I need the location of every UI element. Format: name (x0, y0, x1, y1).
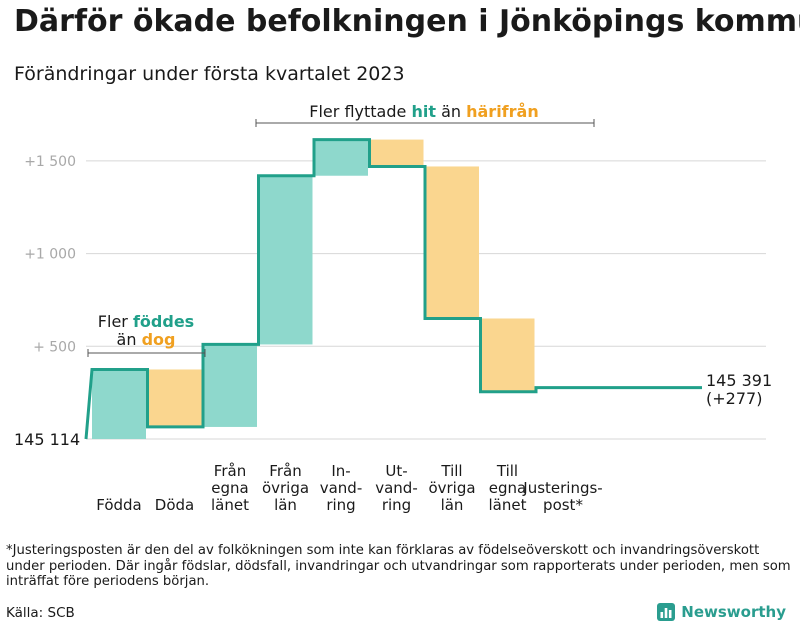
source-label: Källa: SCB (6, 605, 75, 621)
annotation-text: Fler flyttade (309, 102, 406, 121)
x-axis-label: Från (214, 462, 246, 480)
chart-subtitle: Förändringar under första kvartalet 2023 (14, 63, 405, 85)
footnote: *Justeringsposten är den del av folkökni… (6, 543, 791, 589)
bar-chart-logo-icon (657, 603, 676, 621)
labels: Födda DödaFrånegnalänetFrånövrigalänIn-va… (96, 462, 602, 514)
start-value-label: 145 114 (14, 430, 80, 449)
x-axis-label: Justerings- (522, 479, 602, 497)
chart-title: Därför ökade befolkningen i Jönköpings k… (14, 4, 800, 39)
annotation-highlight-hit: hit (411, 102, 436, 121)
x-axis-label: Ut- (385, 462, 407, 480)
waterfall-bar (147, 369, 202, 427)
x-axis-label: Till (440, 462, 462, 480)
x-axis-label: vand- (375, 479, 418, 497)
annotation-highlight-born: föddes (133, 312, 194, 331)
x-axis-label: egna (211, 479, 248, 497)
x-axis-label: län (274, 496, 297, 514)
x-axis-label: Till (496, 462, 518, 480)
bars (92, 139, 535, 439)
waterfall-bar (369, 139, 424, 167)
newsworthy-logo: Newsworthy (657, 603, 786, 621)
x-axis-label: övriga (262, 479, 309, 497)
y-tick-label: +1 000 (24, 247, 76, 263)
x-axis-label: post* (543, 496, 583, 514)
end-value-label: 145 391 (706, 371, 772, 390)
logo-text: Newsworthy (681, 603, 786, 621)
gridlines: + 500 +1 000 +1 500 (24, 154, 766, 440)
waterfall-chart: + 500+1 000+1 500 Födda DödaFrånegnalänet… (14, 102, 772, 514)
x-axis-label: länet (211, 496, 249, 514)
step-line (84, 138, 702, 440)
x-axis-label: Döda (155, 496, 194, 514)
annotation-highlight-harifran: härifrån (466, 102, 539, 121)
annotation-text: Fler (98, 312, 128, 331)
x-axis-label: ring (382, 496, 411, 514)
x-axis-label: In- (331, 462, 350, 480)
waterfall-bar (92, 369, 146, 439)
migration-annotation: Fler flyttade hit än härifrån (255, 102, 595, 127)
annotation-text: än (117, 330, 137, 349)
cumulative-line (84, 138, 702, 440)
x-axis-label: län (441, 496, 464, 514)
x-axis-label: Från (269, 462, 301, 480)
annotation-highlight-died: dog (142, 330, 176, 349)
svg-text:Fler föddes: Fler föddes (98, 312, 194, 331)
svg-text:Fler flyttade hit än härifrån: Fler flyttade hit än härifrån (309, 102, 538, 121)
y-tick-label: + 500 (33, 339, 76, 355)
x-axis-label: övriga (428, 479, 475, 497)
x-axis-label: Födda (96, 496, 142, 514)
y-tick-label: +1 500 (24, 154, 76, 170)
waterfall-bar (258, 175, 313, 345)
x-axis-label: ring (326, 496, 355, 514)
svg-text:än dog: än dog (117, 330, 176, 349)
annotation-text: än (441, 102, 461, 121)
end-change-label: (+277) (706, 389, 762, 408)
waterfall-bar (480, 318, 535, 392)
waterfall-bar (314, 139, 368, 176)
waterfall-bar (425, 166, 479, 319)
x-axis-label: vand- (320, 479, 363, 497)
x-axis-label: egna (489, 479, 526, 497)
waterfall-bar (203, 344, 257, 427)
x-axis-label: länet (489, 496, 527, 514)
birth-annotation: Fler föddes än dog (87, 312, 206, 357)
